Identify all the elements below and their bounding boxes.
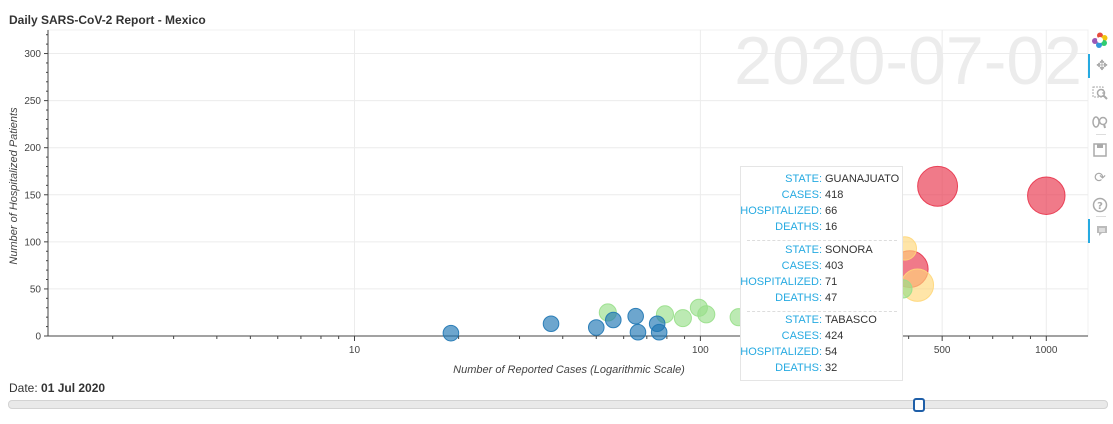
x-tick-label: 100	[692, 345, 709, 356]
data-point[interactable]	[542, 315, 560, 333]
data-point[interactable]	[587, 319, 605, 336]
tooltip-value: 47	[825, 292, 838, 304]
tooltip-key: DEATHS:	[775, 362, 822, 374]
pan-icon[interactable]: ✥	[1088, 54, 1113, 78]
x-tick-label: 1000	[1035, 345, 1058, 356]
tooltip-value: 403	[825, 260, 844, 272]
tooltip-divider	[747, 311, 897, 312]
tooltip-value: 32	[825, 362, 838, 374]
reset-icon[interactable]: ⟳	[1094, 170, 1106, 186]
help-icon[interactable]: ?	[1088, 193, 1112, 217]
tooltip-key: CASES:	[781, 260, 822, 272]
date-watermark: 2020-07-02	[734, 23, 1082, 99]
date-slider-handle[interactable]	[912, 398, 925, 412]
data-point[interactable]	[1027, 176, 1066, 215]
tooltip-value: TABASCO	[825, 314, 877, 326]
date-value: 01 Jul 2020	[41, 381, 106, 395]
chart-area[interactable]: 2020-07-02 0 50 100 150 200 250 300 10 100 500 100…	[0, 0, 1113, 380]
wheel-zoom-icon[interactable]	[1088, 110, 1112, 134]
hover-tooltip: STATE: GUANAJUATO CASES: 418 HOSPITALIZED:…	[740, 166, 903, 381]
tooltip-key: STATE:	[785, 244, 822, 256]
x-axis-label: Number of Reported Cases (Logarithmic Sc…	[453, 364, 685, 376]
tooltip-key: STATE:	[785, 173, 822, 185]
bokeh-logo-icon[interactable]	[1088, 28, 1112, 52]
svg-text:?: ?	[1097, 201, 1103, 212]
hover-icon[interactable]	[1088, 219, 1113, 243]
x-tick-label: 10	[349, 345, 361, 356]
tooltip-key: CASES:	[781, 189, 822, 201]
y-tick-label: 150	[24, 190, 41, 201]
tooltip-value: 418	[825, 189, 844, 201]
tooltip-value: 66	[825, 205, 838, 217]
tooltip-key: STATE:	[785, 314, 822, 326]
y-tick-label: 50	[30, 284, 42, 295]
tooltip-value: SONORA	[825, 244, 873, 256]
y-tick-label: 200	[24, 143, 41, 154]
tooltip-key: HOSPITALIZED:	[740, 346, 822, 358]
data-point[interactable]	[604, 311, 622, 329]
y-axis-label: Number of Hospitalized Patients	[8, 107, 20, 265]
box-zoom-icon[interactable]	[1088, 82, 1112, 106]
data-point[interactable]	[442, 324, 460, 342]
date-slider-track[interactable]	[8, 400, 1108, 409]
date-slider-label: Date: 01 Jul 2020	[9, 381, 105, 395]
tooltip-key: CASES:	[781, 330, 822, 342]
data-point[interactable]	[917, 165, 959, 207]
tooltip-key: HOSPITALIZED:	[740, 205, 822, 217]
tooltip-key: HOSPITALIZED:	[740, 276, 822, 288]
chart-title: Daily SARS-CoV-2 Report - Mexico	[9, 13, 206, 27]
axes: 0 50 100 150 200 250 300 10 100 500 1000	[24, 30, 1088, 356]
data-point[interactable]	[629, 323, 647, 341]
tooltip-key: DEATHS:	[775, 221, 822, 233]
y-tick-label: 0	[35, 332, 41, 343]
tooltip-value: GUANAJUATO	[825, 173, 900, 185]
y-tick-label: 100	[24, 237, 41, 248]
tooltip-value: 16	[825, 221, 838, 233]
tooltip-key: DEATHS:	[775, 292, 822, 304]
tooltip-divider	[747, 240, 897, 241]
tooltip-value: 424	[825, 330, 844, 342]
y-tick-label: 250	[24, 96, 41, 107]
tooltip-value: 54	[825, 346, 838, 358]
data-point[interactable]	[673, 309, 692, 328]
data-point[interactable]	[650, 323, 668, 341]
date-label-text: Date:	[9, 381, 38, 395]
tooltip-value: 71	[825, 276, 838, 288]
data-point[interactable]	[697, 305, 716, 324]
y-tick-label: 300	[24, 49, 41, 60]
save-icon[interactable]	[1088, 138, 1112, 162]
x-tick-label: 500	[934, 345, 951, 356]
data-point[interactable]	[627, 307, 644, 325]
